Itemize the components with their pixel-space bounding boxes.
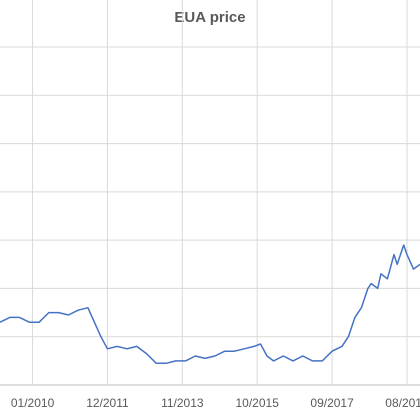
- x-tick-label: 10/2015: [236, 396, 280, 410]
- x-tick-label: 11/2013: [161, 396, 204, 410]
- x-tick-label: 01/2010: [11, 396, 55, 410]
- x-tick-label: 09/2017: [310, 396, 354, 410]
- x-tick-label: 08/2019: [385, 396, 420, 410]
- chart-title: EUA price: [174, 9, 245, 26]
- line: [0, 244, 420, 365]
- x-tick-label: 12/2011: [86, 396, 129, 410]
